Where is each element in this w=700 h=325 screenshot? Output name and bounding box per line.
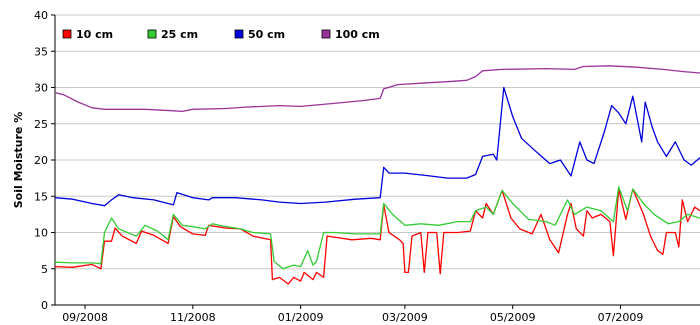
x-tick-labels: 09/2008 11/2008 01/2009 03/2009 05/2009 07/20… bbox=[62, 311, 643, 324]
y-tick-label: 40 bbox=[34, 9, 48, 22]
y-tick-label: 25 bbox=[34, 118, 48, 131]
x-tick-label: 05/2009 bbox=[490, 311, 536, 324]
series-lines bbox=[54, 65, 700, 285]
legend-swatch bbox=[62, 29, 72, 39]
legend-label: 25 cm bbox=[161, 28, 198, 41]
legend-label: 100 cm bbox=[335, 28, 380, 41]
x-tick-label: 01/2009 bbox=[278, 311, 324, 324]
y-tick-label: 20 bbox=[34, 154, 48, 167]
y-tick-label: 0 bbox=[41, 299, 48, 312]
x-tick-label: 03/2009 bbox=[382, 311, 428, 324]
legend-swatch bbox=[234, 29, 244, 39]
y-tick-labels: 0 5 10 15 20 25 30 35 40 bbox=[34, 9, 48, 312]
legend-swatch bbox=[321, 29, 331, 39]
gridlines bbox=[55, 14, 700, 270]
x-tick-label: 07/2009 bbox=[598, 311, 644, 324]
legend-swatch bbox=[147, 29, 157, 39]
x-tick-label: 09/2008 bbox=[62, 311, 108, 324]
y-tick-label: 30 bbox=[34, 82, 48, 95]
legend: 10 cm 25 cm 50 cm 100 cm bbox=[62, 28, 380, 41]
y-tick-label: 10 bbox=[34, 227, 48, 240]
series-line-50-cm bbox=[54, 86, 700, 207]
series-line-10-cm bbox=[54, 188, 700, 285]
series-line-100-cm bbox=[54, 65, 700, 113]
y-axis-label: Soil Moisture % bbox=[12, 112, 25, 209]
series-line-25-cm bbox=[54, 186, 700, 270]
legend-label: 50 cm bbox=[248, 28, 285, 41]
y-tick-label: 35 bbox=[34, 45, 48, 58]
axes bbox=[51, 14, 700, 309]
y-tick-label: 5 bbox=[41, 263, 48, 276]
legend-label: 10 cm bbox=[76, 28, 113, 41]
y-tick-label: 15 bbox=[34, 190, 48, 203]
x-tick-label: 11/2008 bbox=[170, 311, 216, 324]
